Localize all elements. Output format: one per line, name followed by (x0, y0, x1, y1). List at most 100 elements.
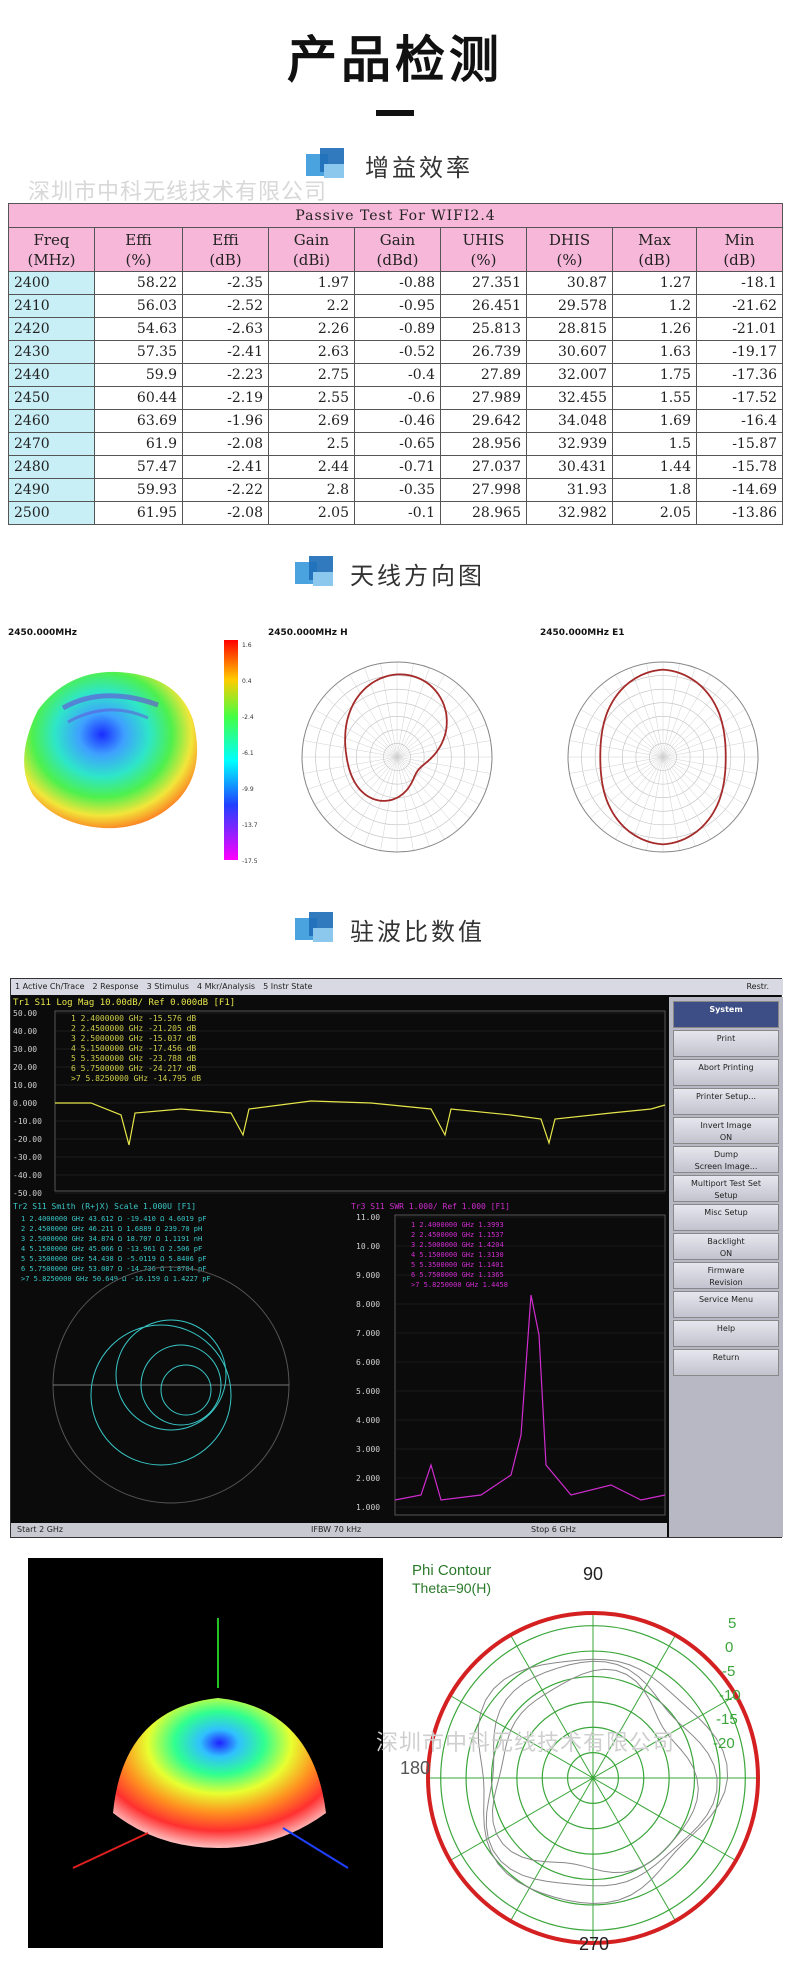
table-cell: 34.048 (526, 409, 613, 433)
polar-spoke (662, 667, 696, 758)
vna-softkey-button[interactable]: Backlight ON (673, 1233, 779, 1260)
table-cell: 1.2 (612, 294, 697, 318)
vna-menu-item[interactable]: 4 Mkr/Analysis (196, 982, 256, 991)
table-cell: -21.62 (695, 294, 784, 318)
polar-spoke (396, 756, 491, 774)
vna-softkey-button[interactable]: Service Menu (673, 1291, 779, 1318)
polar-spoke (396, 695, 470, 758)
network-analyzer-screen: 1 Active Ch/Trace 2 Response 3 Stimulus 4 M… (10, 978, 783, 1538)
trace2-marker: 3 2.5000000 GHz 34.874 Ω 18.707 Ω 1.1191… (21, 1235, 202, 1243)
vna-menu-item[interactable]: 3 Stimulus (146, 982, 189, 991)
e1-plane-polar-plot (567, 661, 759, 853)
table-cell: 30.87 (526, 271, 613, 295)
vna-menu-item[interactable]: 5 Instr State (263, 982, 313, 991)
table-cell: 63.69 (94, 409, 183, 433)
vna-softkey-button[interactable]: Return (673, 1349, 779, 1376)
3d-radiation-render (28, 1558, 383, 1948)
table-cell: 29.642 (440, 409, 527, 433)
polar-spoke (646, 756, 664, 851)
vna-menu-item[interactable]: 1 Active Ch/Trace (15, 982, 85, 991)
freq-cell: 2470 (8, 432, 95, 456)
phi-grid-spoke (449, 1695, 737, 1861)
phi-scale-label: 5 (728, 1615, 736, 1632)
table-cell: 56.03 (94, 294, 183, 318)
trace3-ylabel: 5.000 (356, 1387, 380, 1396)
vna-softkey-panel: System Print Abort Printing Printer Setup..… (669, 997, 783, 1537)
table-cell: -2.19 (182, 386, 269, 410)
table-cell: 57.35 (94, 340, 183, 364)
vna-softkey-title: System (673, 1001, 779, 1028)
table-cell: -0.4 (354, 363, 441, 387)
vna-softkey-button[interactable]: Firmware Revision (673, 1262, 779, 1289)
polar-outline (301, 661, 493, 853)
table-cell: -17.36 (695, 363, 784, 387)
polar-spoke (396, 663, 414, 758)
trace2-marker: 2 2.4500000 GHz 46.211 Ω 1.6889 Ω 239.70… (21, 1225, 202, 1233)
vna-softkey-button[interactable]: Misc Setup (673, 1204, 779, 1231)
table-cell: -0.65 (354, 432, 441, 456)
vna-softkey-button[interactable]: Print (673, 1030, 779, 1057)
table-cell: 2.63 (268, 340, 355, 364)
section-vswr-header: 驻波比数值 (0, 912, 790, 946)
scale-tick-label: -6.1 (242, 750, 254, 757)
polar-spoke (580, 709, 664, 758)
table-cell: 2.69 (268, 409, 355, 433)
trace3-ylabel: 4.000 (356, 1416, 380, 1425)
trace1-ylabel: -30.00 (13, 1153, 42, 1162)
polar-spoke (662, 756, 753, 790)
table-header-cell: Max (dB) (612, 227, 697, 272)
table-cell: -19.17 (695, 340, 784, 364)
trace3-marker: 4 5.1500000 GHz 1.3130 (411, 1251, 504, 1259)
vna-softkey-button[interactable]: Printer Setup... (673, 1088, 779, 1115)
trace1-title: Tr1 S11 Log Mag 10.00dB/ Ref 0.000dB [F1… (13, 998, 235, 1008)
vna-softkey-button[interactable]: Invert Image ON (673, 1117, 779, 1144)
polar-spoke (396, 667, 430, 758)
page-title: 产品检测 (287, 31, 503, 89)
trace3-marker: 6 5.7500000 GHz 1.1365 (411, 1271, 504, 1279)
polar-spoke (662, 756, 725, 830)
trace3-ylabel: 9.000 (356, 1271, 380, 1280)
table-header-cell: Effi (dB) (182, 227, 269, 272)
trace1-marker: >7 5.8250000 GHz -14.795 dB (71, 1074, 201, 1083)
table-cell: 59.93 (94, 478, 183, 502)
vna-menu-restore[interactable]: Restr. (746, 982, 769, 991)
polar-spoke (396, 756, 445, 840)
smith-loop (115, 1319, 227, 1431)
trace1-ylabel: 40.00 (13, 1027, 37, 1036)
trace1-ylabel: -20.00 (13, 1135, 42, 1144)
table-cell: 26.739 (440, 340, 527, 364)
phi-scale-label: -15 (716, 1711, 738, 1728)
polar-spoke (662, 740, 757, 758)
vna-softkey-button[interactable]: Help (673, 1320, 779, 1347)
table-row: 2490 59.93 -2.22 2.8 -0.35 27.998 31.93 1.8 -14.… (8, 478, 784, 502)
scale-tick-label: 0.4 (242, 678, 252, 685)
vna-menu-item[interactable]: 2 Response (92, 982, 139, 991)
trace1-ylabel: -10.00 (13, 1117, 42, 1126)
table-cell: -14.69 (695, 478, 784, 502)
cubes-icon (295, 556, 337, 586)
polar-spoke (324, 756, 398, 819)
trace2-marker: 5 5.3500000 GHz 54.438 Ω -5.0119 Ω 5.840… (21, 1255, 206, 1263)
vna-softkey-button[interactable]: Dump Screen Image... (673, 1146, 779, 1173)
table-cell: 32.455 (526, 386, 613, 410)
trace3-ylabel: 6.000 (356, 1358, 380, 1367)
watermark-text-bottom: 深圳市中科无线技术有限公司 (376, 1731, 676, 1756)
smith-loop (90, 1324, 232, 1466)
scale-tick-label: -17.5 (242, 858, 258, 865)
vna-softkey-button[interactable]: Multiport Test Set Setup (673, 1175, 779, 1202)
polar-spoke (601, 684, 664, 758)
table-cell: -21.01 (695, 317, 784, 341)
trace1-ylabel: -40.00 (13, 1171, 42, 1180)
table-cell: -0.71 (354, 455, 441, 479)
polar-spoke (662, 684, 725, 758)
polar-spoke (396, 756, 414, 851)
freq-cell: 2400 (8, 271, 95, 295)
table-cell: -0.35 (354, 478, 441, 502)
phi-subtitle: Theta=90(H) (412, 1580, 491, 1596)
cubes-icon (306, 148, 348, 178)
phi-contour-line (485, 1660, 718, 1887)
vna-softkey-button[interactable]: Abort Printing (673, 1059, 779, 1086)
table-header-row: Freq (MHz) Effi (%) Effi (dB) Gain (dBi) Gai… (8, 227, 784, 272)
color-scale-bar: 1.6 0.4 -2.4 -6.1 -9.9 -13.7 -17.5 (224, 640, 258, 865)
freq-cell: 2420 (8, 317, 95, 341)
